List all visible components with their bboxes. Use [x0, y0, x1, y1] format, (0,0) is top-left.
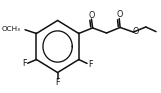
Text: O: O [88, 11, 95, 20]
Text: OCH₃: OCH₃ [2, 26, 21, 32]
Text: F: F [22, 60, 27, 68]
Text: F: F [88, 60, 93, 69]
Text: O: O [116, 10, 122, 19]
Text: F: F [55, 78, 60, 87]
Text: O: O [133, 27, 139, 36]
